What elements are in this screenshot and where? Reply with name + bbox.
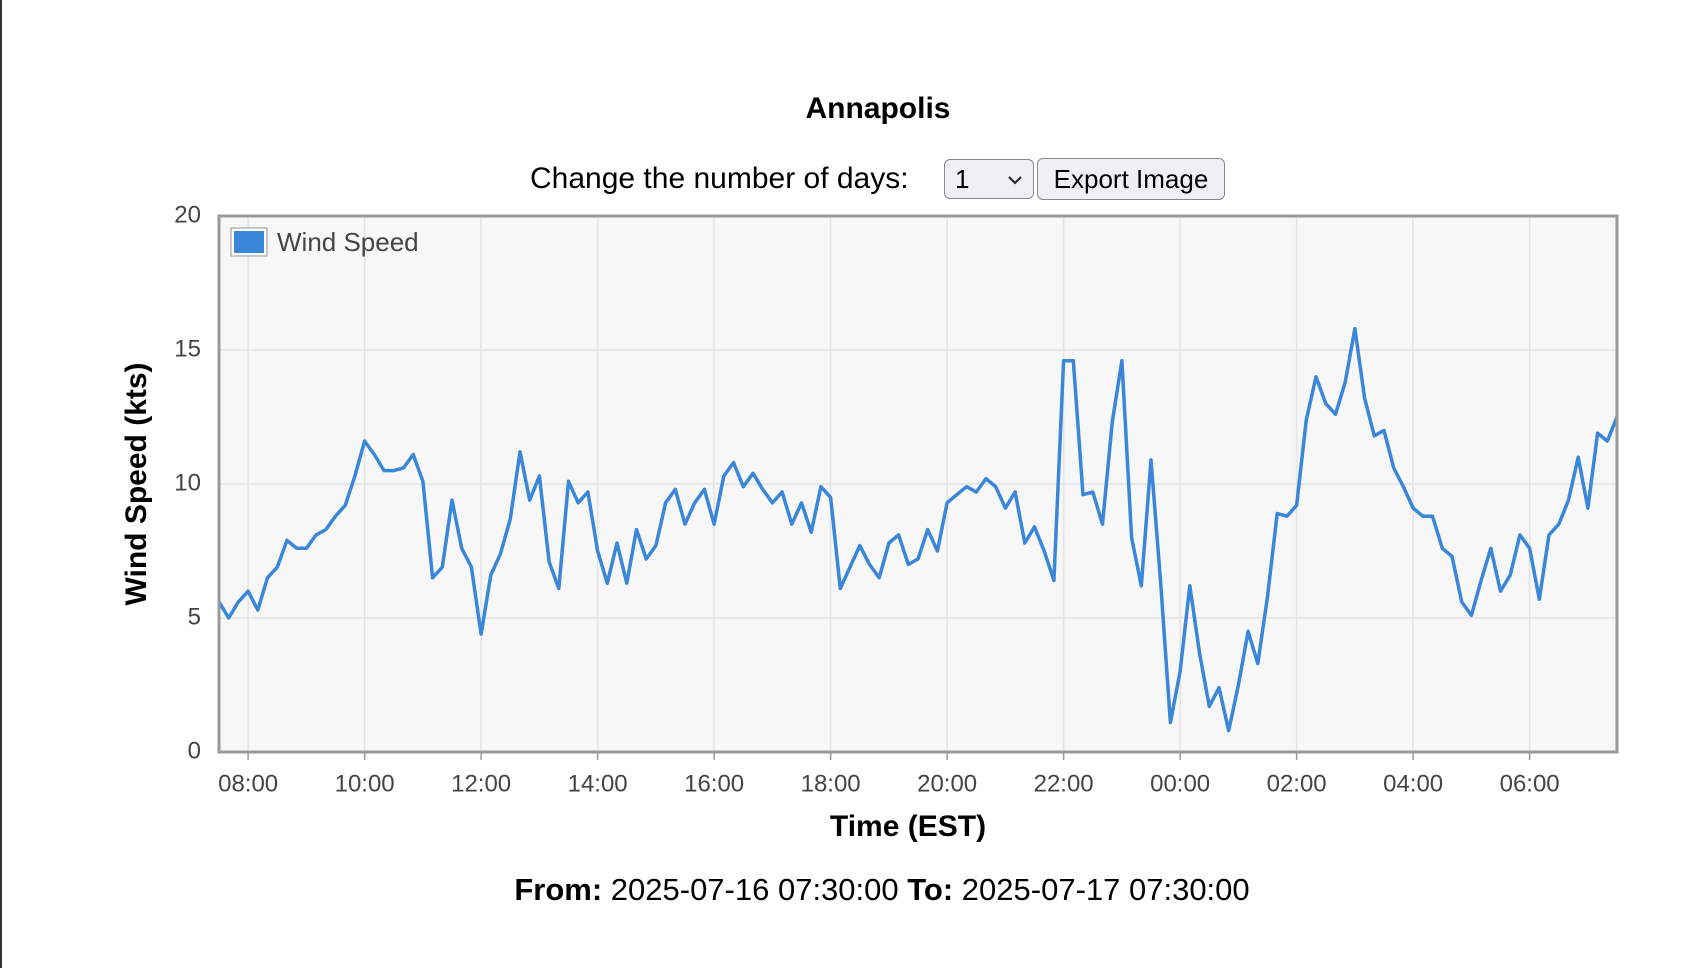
x-tick-label: 04:00 (1383, 770, 1443, 797)
plot-border (217, 214, 1619, 754)
y-tick-label: 10 (174, 469, 201, 496)
x-axis-title: Time (EST) (830, 810, 986, 843)
y-tick-label: 20 (174, 201, 201, 228)
from-label: From: (514, 872, 603, 907)
legend-swatch (232, 229, 266, 255)
legend-label: Wind Speed (277, 227, 419, 257)
x-tick-label: 14:00 (568, 770, 628, 797)
days-select[interactable]: 1 (944, 159, 1034, 199)
x-tick-label: 10:00 (335, 770, 395, 797)
days-label: Change the number of days: (530, 162, 909, 195)
to-value: 2025-07-17 07:30:00 (961, 872, 1250, 907)
x-tick-label: 12:00 (451, 770, 511, 797)
legend-swatch-border (230, 227, 268, 257)
x-tick-label: 20:00 (917, 770, 977, 797)
data-line (217, 326, 1619, 733)
chart-title: Annapolis (805, 92, 950, 125)
date-range: From: 2025-07-16 07:30:00 To: 2025-07-17… (2, 872, 1706, 908)
to-label: To: (907, 872, 954, 907)
y-tick-label: 15 (174, 335, 201, 362)
from-value: 2025-07-16 07:30:00 (610, 872, 899, 907)
x-tick-label: 02:00 (1267, 770, 1327, 797)
x-tick-label: 18:00 (801, 770, 861, 797)
x-tick-label: 00:00 (1150, 770, 1210, 797)
x-tick-label: 06:00 (1500, 770, 1560, 797)
y-axis-title: Wind Speed (kts) (120, 362, 153, 605)
export-button[interactable]: Export Image (1037, 158, 1225, 200)
chevron (1008, 176, 1022, 185)
y-tick-label: 0 (188, 737, 201, 764)
x-tick-label: 16:00 (684, 770, 744, 797)
y-tick-label: 5 (188, 603, 201, 630)
x-tick-label: 22:00 (1034, 770, 1094, 797)
x-tick-label: 08:00 (218, 770, 278, 797)
select-value: 1 (955, 163, 970, 194)
